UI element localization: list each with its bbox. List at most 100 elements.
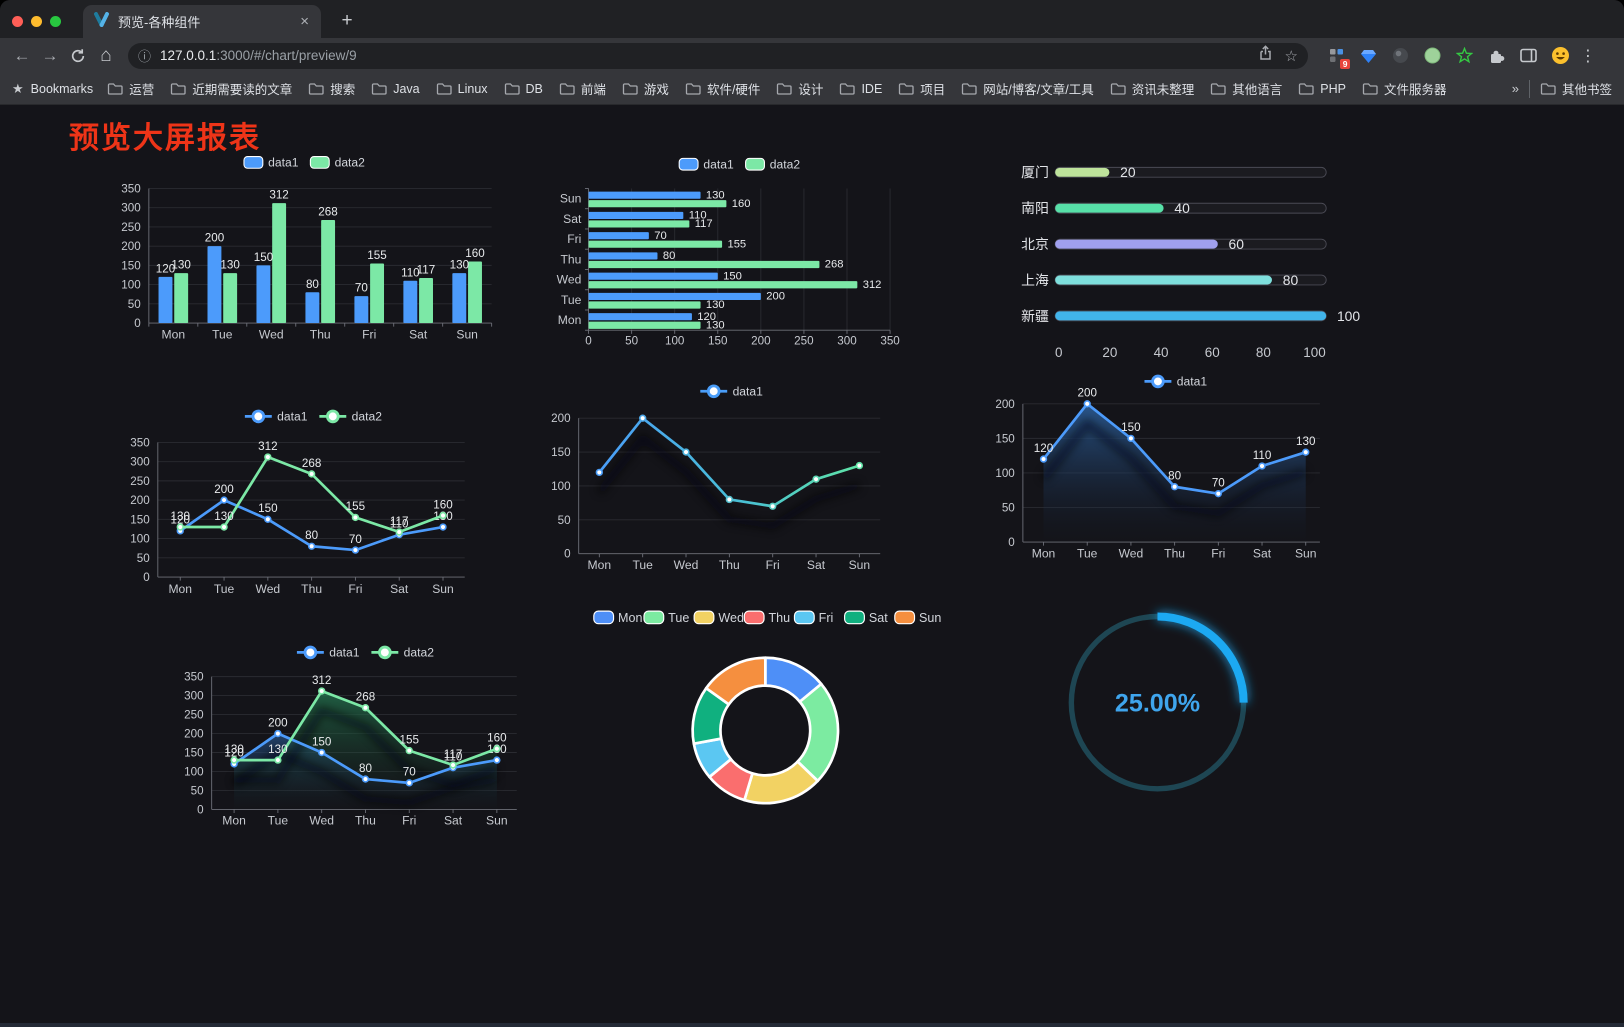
chart-donut: Mon Tue Wed Thu Fri Sat Sun bbox=[593, 610, 942, 805]
svg-text:Sat: Sat bbox=[1253, 546, 1272, 560]
extension-dark-circle-icon[interactable] bbox=[1388, 44, 1412, 68]
svg-text:Thu: Thu bbox=[355, 814, 376, 828]
svg-text:312: 312 bbox=[258, 440, 277, 453]
bookmark-star-icon[interactable]: ☆ bbox=[1284, 47, 1298, 65]
svg-text:新疆: 新疆 bbox=[1021, 308, 1049, 324]
reload-button[interactable] bbox=[64, 42, 92, 70]
bookmarks-root[interactable]: ★ Bookmarks bbox=[12, 81, 93, 97]
svg-text:80: 80 bbox=[306, 278, 319, 291]
extension-green-circle-icon[interactable] bbox=[1420, 44, 1444, 68]
extension-grid-icon[interactable]: 9 bbox=[1324, 44, 1350, 69]
svg-text:70: 70 bbox=[349, 533, 362, 546]
svg-text:Fri: Fri bbox=[567, 232, 581, 246]
svg-text:Tue: Tue bbox=[214, 582, 235, 596]
bookmark-folder[interactable]: Java bbox=[371, 82, 420, 96]
svg-text:117: 117 bbox=[695, 218, 713, 230]
extension-green-star-icon[interactable] bbox=[1452, 44, 1476, 68]
bookmark-folder[interactable]: IDE bbox=[839, 82, 882, 96]
bookmarks-root-label: Bookmarks bbox=[30, 81, 94, 96]
close-window-button[interactable] bbox=[12, 16, 23, 27]
svg-text:130: 130 bbox=[450, 259, 470, 272]
bookmark-folder[interactable]: 设计 bbox=[776, 79, 823, 98]
svg-text:250: 250 bbox=[130, 475, 150, 488]
browser-menu-icon[interactable]: ⋮ bbox=[1580, 47, 1596, 65]
bookmark-folder[interactable]: PHP bbox=[1298, 82, 1346, 96]
tab-close-icon[interactable]: × bbox=[300, 13, 309, 30]
chart-legend[interactable]: Mon Tue Wed Thu Fri Sat Sun bbox=[593, 610, 942, 625]
profile-avatar-emoji-icon[interactable] bbox=[1548, 44, 1572, 68]
svg-text:Wed: Wed bbox=[674, 558, 699, 572]
svg-text:Wed: Wed bbox=[309, 814, 334, 828]
svg-text:data1: data1 bbox=[703, 157, 734, 171]
chart-two-line: 0 50 100 150 200 250 300 350 Mon Tue Wed Thu Fri Sat S… bbox=[130, 409, 465, 596]
chart-two-line-area: 0 50 100 150 200 250 300 350 Mon Tue Wed Thu Fri Sat S… bbox=[184, 645, 517, 828]
svg-text:110: 110 bbox=[1253, 449, 1272, 462]
bookmark-folder[interactable]: Linux bbox=[436, 82, 488, 96]
chart-legend[interactable]: data1 bbox=[1144, 374, 1207, 388]
bookmark-folder[interactable]: 文件服务器 bbox=[1362, 79, 1446, 98]
svg-text:117: 117 bbox=[390, 515, 409, 528]
svg-text:Sat: Sat bbox=[390, 582, 409, 596]
bookmark-folder[interactable]: 网站/博客/文章/工具 bbox=[961, 79, 1094, 98]
svg-text:160: 160 bbox=[487, 732, 507, 745]
svg-text:130: 130 bbox=[706, 299, 725, 311]
back-button[interactable]: ← bbox=[13, 45, 31, 65]
svg-text:80: 80 bbox=[359, 762, 372, 775]
home-button[interactable]: ⌂ bbox=[100, 44, 112, 66]
bookmarks-overflow-chevron[interactable]: » bbox=[1511, 81, 1519, 96]
bookmark-folder[interactable]: 资讯未整理 bbox=[1110, 79, 1194, 98]
chart-legend[interactable]: data1 bbox=[700, 384, 763, 398]
bookmark-folder-list: 运营 近期需要读的文章 搜索 Java Linux DB 前端 游戏 软件/硬件 设计 IDE 项目网… bbox=[107, 79, 1502, 98]
svg-text:Sun: Sun bbox=[919, 611, 941, 625]
svg-text:Sat: Sat bbox=[409, 327, 428, 341]
svg-text:130: 130 bbox=[268, 743, 288, 756]
minimize-window-button[interactable] bbox=[31, 16, 42, 27]
chart-legend[interactable]: data1 data2 bbox=[243, 155, 365, 169]
svg-text:100: 100 bbox=[184, 766, 204, 779]
chart-legend[interactable]: data1 data2 bbox=[678, 157, 800, 171]
bookmark-folder[interactable]: 近期需要读的文章 bbox=[170, 79, 292, 98]
bookmark-folder[interactable]: 软件/硬件 bbox=[685, 79, 760, 98]
svg-text:110: 110 bbox=[444, 751, 463, 764]
bookmark-folder[interactable]: 运营 bbox=[107, 79, 154, 98]
svg-text:0: 0 bbox=[1008, 536, 1015, 549]
address-bar[interactable]: ⓘ 127.0.0.1 :3000/#/chart/preview/9 ☆ bbox=[128, 42, 1308, 69]
bookmark-folder[interactable]: 前端 bbox=[559, 79, 606, 98]
share-icon[interactable] bbox=[1258, 45, 1273, 66]
svg-text:155: 155 bbox=[727, 238, 746, 250]
chart-area-line: 0 50 100 150 200 Mon Tue Wed Thu Fri Sat Sun 120 200 1… bbox=[995, 374, 1320, 560]
page-info-icon[interactable]: ⓘ bbox=[138, 49, 152, 64]
svg-text:Wed: Wed bbox=[557, 273, 582, 287]
chart-legend[interactable]: data1 data2 bbox=[244, 409, 382, 423]
new-tab-button[interactable]: + bbox=[341, 10, 353, 31]
zoom-window-button[interactable] bbox=[50, 16, 61, 27]
svg-text:150: 150 bbox=[551, 446, 571, 459]
svg-text:Mon: Mon bbox=[558, 313, 582, 327]
svg-text:80: 80 bbox=[663, 250, 675, 262]
chart-progress-list: 厦门 20 南阳 40 北京 60 上海 80 新疆 100 0 20 40 60 80 100 bbox=[1021, 164, 1360, 360]
svg-text:0: 0 bbox=[143, 571, 150, 584]
other-bookmarks[interactable]: 其他书签 bbox=[1540, 79, 1612, 98]
bookmark-folder[interactable]: DB bbox=[504, 82, 543, 96]
chart-gauge: 25.00% bbox=[1068, 612, 1248, 792]
extension-gem-icon[interactable] bbox=[1356, 44, 1380, 68]
svg-text:150: 150 bbox=[184, 747, 204, 760]
svg-text:150: 150 bbox=[130, 513, 150, 526]
side-panel-icon[interactable] bbox=[1516, 44, 1540, 68]
svg-text:20: 20 bbox=[1120, 164, 1136, 180]
svg-text:200: 200 bbox=[551, 412, 571, 425]
svg-text:150: 150 bbox=[254, 251, 274, 264]
bookmark-folder[interactable]: 游戏 bbox=[622, 79, 669, 98]
svg-text:Mon: Mon bbox=[222, 814, 246, 828]
bookmark-folder[interactable]: 搜索 bbox=[308, 79, 355, 98]
browser-tab[interactable]: 预览-各种组件 × bbox=[83, 5, 321, 38]
bookmark-folder[interactable]: 其他语言 bbox=[1210, 79, 1282, 98]
svg-text:200: 200 bbox=[130, 494, 150, 507]
chart-legend[interactable]: data1 data2 bbox=[296, 645, 434, 659]
forward-button[interactable]: → bbox=[41, 45, 59, 65]
extensions-puzzle-icon[interactable] bbox=[1484, 44, 1508, 68]
svg-text:130: 130 bbox=[171, 510, 191, 523]
bookmark-folder[interactable]: 项目 bbox=[898, 79, 945, 98]
svg-text:70: 70 bbox=[355, 282, 368, 295]
